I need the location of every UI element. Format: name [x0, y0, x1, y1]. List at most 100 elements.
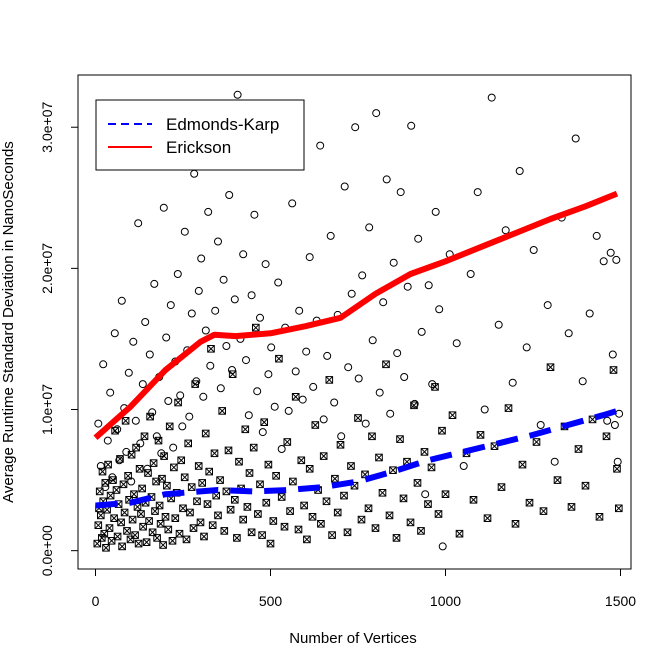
edmonds-karp-point [194, 462, 203, 470]
edmonds-karp-point [525, 498, 534, 507]
edmonds-karp-point [139, 522, 147, 531]
edmonds-karp-point [613, 465, 621, 473]
edmonds-karp-point [153, 534, 161, 542]
erickson-point [103, 436, 112, 445]
x-axis-title: Number of Vertices [289, 630, 417, 647]
erickson-point [550, 457, 559, 466]
y-tick-label: 1.0e+07 [39, 384, 55, 435]
edmonds-karp-point [602, 432, 611, 441]
edmonds-karp-point [203, 500, 212, 508]
erickson-point [145, 350, 154, 359]
erickson-point [351, 123, 360, 132]
erickson-point [192, 377, 201, 386]
edmonds-karp-point [210, 449, 219, 458]
edmonds-karp-point [231, 496, 239, 504]
edmonds-karp-point [389, 466, 397, 474]
edmonds-karp-point [222, 487, 231, 496]
erickson-point [459, 462, 468, 470]
edmonds-karp-point [168, 537, 177, 545]
edmonds-karp-point [476, 431, 485, 439]
edmonds-karp-point [187, 483, 196, 491]
edmonds-karp-point [532, 438, 541, 446]
edmonds-karp-trend-line [95, 408, 618, 509]
erickson-point [138, 380, 147, 389]
erickson-point [501, 226, 510, 235]
erickson-point [204, 207, 213, 216]
edmonds-karp-point [595, 513, 604, 521]
erickson-point [113, 425, 122, 434]
edmonds-karp-point [193, 497, 201, 506]
edmonds-karp-point [297, 456, 306, 465]
erickson-point [96, 462, 105, 470]
edmonds-karp-point [138, 484, 146, 493]
edmonds-karp-point [574, 445, 583, 453]
erickson-point [197, 254, 206, 263]
erickson-point [407, 121, 416, 130]
edmonds-karp-point [427, 463, 436, 472]
edmonds-karp-point [511, 520, 520, 528]
erickson-point [258, 428, 267, 437]
edmonds-karp-point [382, 360, 390, 369]
scatter-points-layer [93, 90, 624, 552]
erickson-point [230, 295, 239, 304]
edmonds-karp-point [156, 520, 165, 528]
edmonds-karp-point [180, 473, 189, 482]
edmonds-karp-point [438, 426, 446, 435]
edmonds-karp-point [322, 497, 331, 506]
edmonds-karp-point [189, 524, 198, 532]
edmonds-karp-point [118, 542, 126, 551]
erickson-point [578, 377, 587, 386]
erickson-point [239, 250, 248, 259]
erickson-point [148, 408, 157, 417]
edmonds-karp-point [300, 501, 308, 510]
erickson-point [176, 391, 185, 400]
edmonds-karp-point [171, 514, 180, 523]
erickson-point [233, 90, 242, 99]
edmonds-karp-point [364, 504, 373, 513]
erickson-point [136, 439, 145, 448]
edmonds-karp-point [375, 453, 383, 462]
edmonds-karp-point [434, 510, 443, 518]
edmonds-karp-point [177, 456, 185, 465]
edmonds-karp-point [207, 345, 215, 353]
edmonds-karp-point [97, 511, 105, 520]
erickson-point [169, 443, 178, 452]
erickson-point [382, 175, 391, 184]
edmonds-karp-point [256, 480, 264, 489]
erickson-point [129, 337, 138, 346]
erickson-point [610, 421, 619, 429]
edmonds-karp-point [588, 415, 597, 424]
edmonds-karp-point [291, 393, 300, 401]
edmonds-karp-point [226, 505, 235, 514]
x-tick-label: 1500 [605, 593, 636, 609]
edmonds-karp-point [247, 528, 256, 537]
erickson-point [431, 207, 440, 216]
erickson-point [393, 349, 402, 358]
edmonds-karp-point [154, 436, 163, 445]
edmonds-karp-point [280, 522, 289, 531]
erickson-point [606, 248, 615, 257]
erickson-point [386, 409, 395, 418]
erickson-point [330, 398, 339, 407]
edmonds-karp-point [303, 535, 311, 544]
erickson-point [508, 378, 517, 387]
erickson-point [216, 384, 225, 393]
erickson-point [379, 298, 388, 307]
edmonds-karp-point [289, 477, 297, 486]
edmonds-karp-point [94, 521, 103, 530]
edmonds-karp-point [266, 539, 275, 548]
edmonds-karp-point [413, 479, 422, 487]
edmonds-karp-point [272, 472, 280, 480]
edmonds-karp-point [140, 432, 149, 441]
erickson-point [173, 270, 182, 278]
edmonds-karp-point [417, 527, 425, 535]
erickson-point [244, 411, 253, 420]
edmonds-karp-point [424, 500, 432, 508]
erickson-point [410, 399, 419, 408]
edmonds-karp-point [149, 459, 158, 467]
edmonds-karp-point [420, 448, 429, 456]
edmonds-karp-point [239, 515, 247, 524]
edmonds-karp-point [254, 510, 262, 518]
edmonds-karp-point [175, 529, 184, 538]
edmonds-karp-point [277, 493, 286, 501]
